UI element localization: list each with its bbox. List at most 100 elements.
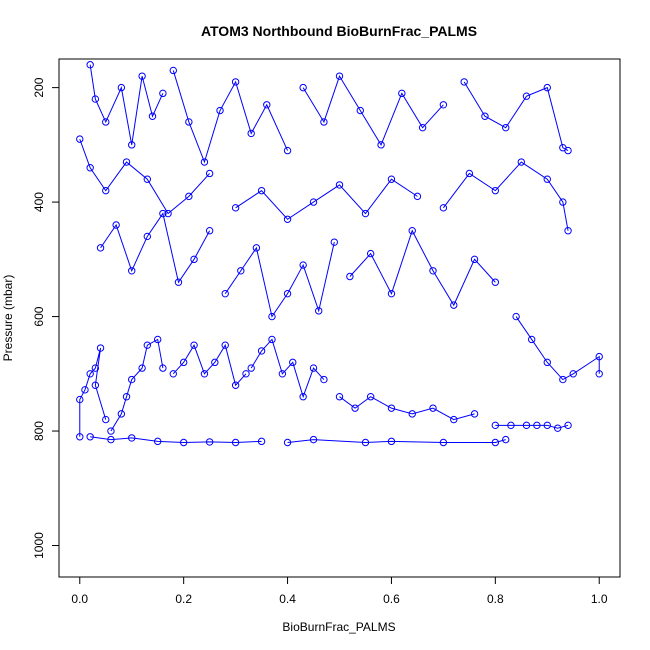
data-point xyxy=(283,438,292,447)
data-point xyxy=(211,358,219,367)
data-point xyxy=(231,438,240,447)
data-point xyxy=(450,415,458,424)
data-point xyxy=(283,289,292,298)
data-point xyxy=(387,289,396,298)
data-point xyxy=(299,261,307,269)
data-point xyxy=(247,129,255,138)
data-point xyxy=(320,375,328,384)
data-point xyxy=(117,410,126,418)
data-point xyxy=(278,370,287,378)
series-line xyxy=(463,81,569,152)
data-point xyxy=(231,381,240,389)
data-point xyxy=(128,434,136,442)
data-point xyxy=(200,370,209,378)
data-point xyxy=(138,364,146,372)
data-point xyxy=(491,186,500,195)
data-point xyxy=(595,370,603,378)
data-point xyxy=(522,421,531,430)
series-line xyxy=(79,347,107,437)
data-point xyxy=(185,118,193,126)
data-point xyxy=(102,186,110,195)
data-point xyxy=(205,438,214,446)
data-point xyxy=(309,364,318,372)
data-point xyxy=(76,433,84,441)
y-tick-label: 1000 xyxy=(32,532,46,559)
data-point xyxy=(439,438,448,447)
data-point xyxy=(169,66,177,75)
data-point xyxy=(470,410,479,418)
data-point xyxy=(351,404,359,412)
data-point xyxy=(543,83,551,92)
data-point xyxy=(450,301,458,309)
data-point xyxy=(143,175,152,183)
series-line xyxy=(100,212,211,284)
axes-layer: 0.0 0.2 0.4 0.6 0.8 1.0 200 400 600 800 1000 xyxy=(32,77,608,606)
data-point xyxy=(86,370,94,378)
data-point xyxy=(470,255,479,264)
data-point xyxy=(221,341,229,349)
x-tick-label: 0.4 xyxy=(279,592,296,606)
x-tick-label: 0.2 xyxy=(175,592,192,606)
y-tick-label: 200 xyxy=(32,77,46,97)
data-point xyxy=(335,181,344,189)
data-point xyxy=(418,123,427,132)
data-point xyxy=(512,312,520,321)
data-point xyxy=(320,118,328,126)
series-line xyxy=(442,161,569,231)
y-tick-label: 600 xyxy=(32,306,46,326)
data-point xyxy=(408,410,416,418)
data-point xyxy=(527,335,536,344)
data-point xyxy=(143,232,152,241)
series-line xyxy=(250,338,325,399)
data-point xyxy=(299,393,307,401)
data-point xyxy=(242,370,250,378)
x-tick-label: 0.6 xyxy=(383,592,400,606)
y-axis-label: Pressure (mbar) xyxy=(1,275,15,362)
data-point xyxy=(361,438,370,447)
series-line xyxy=(79,138,211,215)
data-point xyxy=(491,421,500,430)
data-point xyxy=(91,381,100,389)
data-point xyxy=(366,393,375,401)
series-line xyxy=(495,424,569,429)
data-point xyxy=(76,395,84,404)
data-point xyxy=(231,204,240,212)
data-point xyxy=(315,307,323,315)
data-point xyxy=(595,352,603,361)
data-point xyxy=(543,421,551,430)
data-point xyxy=(96,244,105,252)
data-point xyxy=(117,83,126,92)
data-point xyxy=(148,112,157,120)
data-point xyxy=(143,341,152,349)
data-point xyxy=(309,435,318,444)
data-point xyxy=(179,358,188,367)
data-point xyxy=(543,358,551,367)
data-point xyxy=(169,370,177,378)
data-point xyxy=(263,101,271,109)
data-point xyxy=(491,438,500,447)
data-point xyxy=(86,61,94,69)
data-point xyxy=(569,370,577,378)
data-point xyxy=(460,78,468,86)
data-point xyxy=(377,141,385,149)
data-point xyxy=(91,364,100,372)
data-point xyxy=(174,278,183,286)
data-point xyxy=(216,106,224,115)
data-point xyxy=(107,427,115,435)
data-point xyxy=(335,72,344,80)
data-point xyxy=(564,146,572,155)
data-point xyxy=(138,72,146,80)
x-axis-label: BioBurnFrac_PALMS xyxy=(282,620,395,634)
data-point xyxy=(387,437,396,446)
data-point xyxy=(408,227,416,235)
data-point xyxy=(159,364,167,372)
data-point xyxy=(346,272,354,281)
data-point xyxy=(153,335,162,344)
data-point xyxy=(257,437,266,446)
data-point xyxy=(190,341,198,349)
data-point xyxy=(221,289,229,298)
series-line xyxy=(302,74,444,146)
data-point xyxy=(465,169,474,178)
